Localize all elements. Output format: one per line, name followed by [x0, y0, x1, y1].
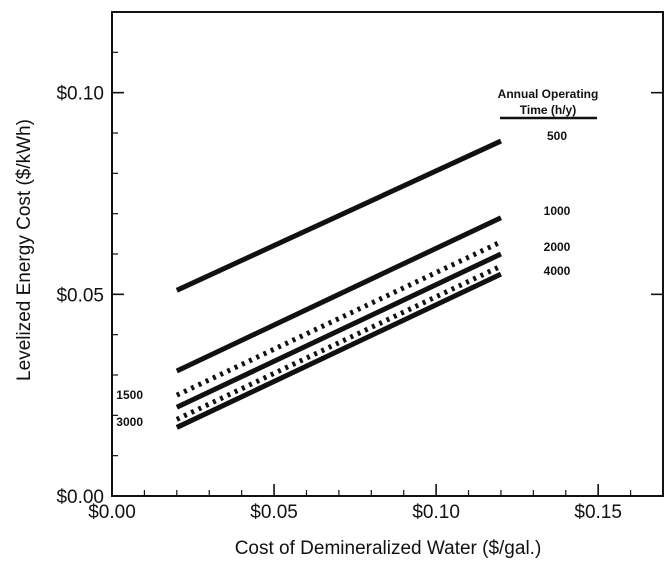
series-line-500 — [175, 138, 502, 293]
x-axis-ticks: $0.00 $0.05 $0.10 $0.15 — [88, 484, 632, 523]
series-label-3000: 3000 — [116, 415, 143, 429]
legend-title-line-1: Annual Operating — [498, 87, 599, 101]
y-tick-label: $0.10 — [56, 84, 104, 105]
series-line-4000 — [175, 271, 503, 430]
series-label-1000: 1000 — [544, 204, 571, 218]
y-tick-label: $0.05 — [56, 285, 104, 306]
plot-area: $0.00 $0.05 $0.10 $0.15 $0.00 $0.05 $0.10 500… — [56, 11, 664, 523]
series-label-500: 500 — [547, 129, 567, 143]
legend-title-line-2: Time (h/y) — [520, 103, 576, 117]
plot-frame — [111, 11, 664, 497]
series-line-1500 — [175, 239, 503, 398]
series-label-4000: 4000 — [544, 264, 571, 278]
series-line-2000 — [175, 251, 503, 410]
x-tick-label: $0.10 — [412, 502, 460, 523]
series-labels: 500 1000 1500 2000 3000 4000 — [116, 129, 570, 429]
series-label-2000: 2000 — [544, 240, 571, 254]
series-lines — [175, 138, 503, 430]
x-axis-title: Cost of Demineralized Water ($/gal.) — [235, 538, 542, 559]
x-tick-label: $0.00 — [88, 502, 136, 523]
x-tick-label: $0.15 — [574, 502, 622, 523]
series-label-1500: 1500 — [116, 388, 143, 402]
series-line-3000 — [175, 263, 503, 422]
y-tick-label: $0.00 — [56, 487, 104, 508]
y-axis-ticks: $0.00 $0.05 $0.10 — [56, 11, 663, 508]
x-tick-label: $0.05 — [250, 502, 298, 523]
series-line-1000 — [175, 215, 503, 374]
y-axis-title: Levelized Energy Cost ($/kWh) — [14, 119, 35, 381]
legend: Annual Operating Time (h/y) — [498, 87, 599, 120]
